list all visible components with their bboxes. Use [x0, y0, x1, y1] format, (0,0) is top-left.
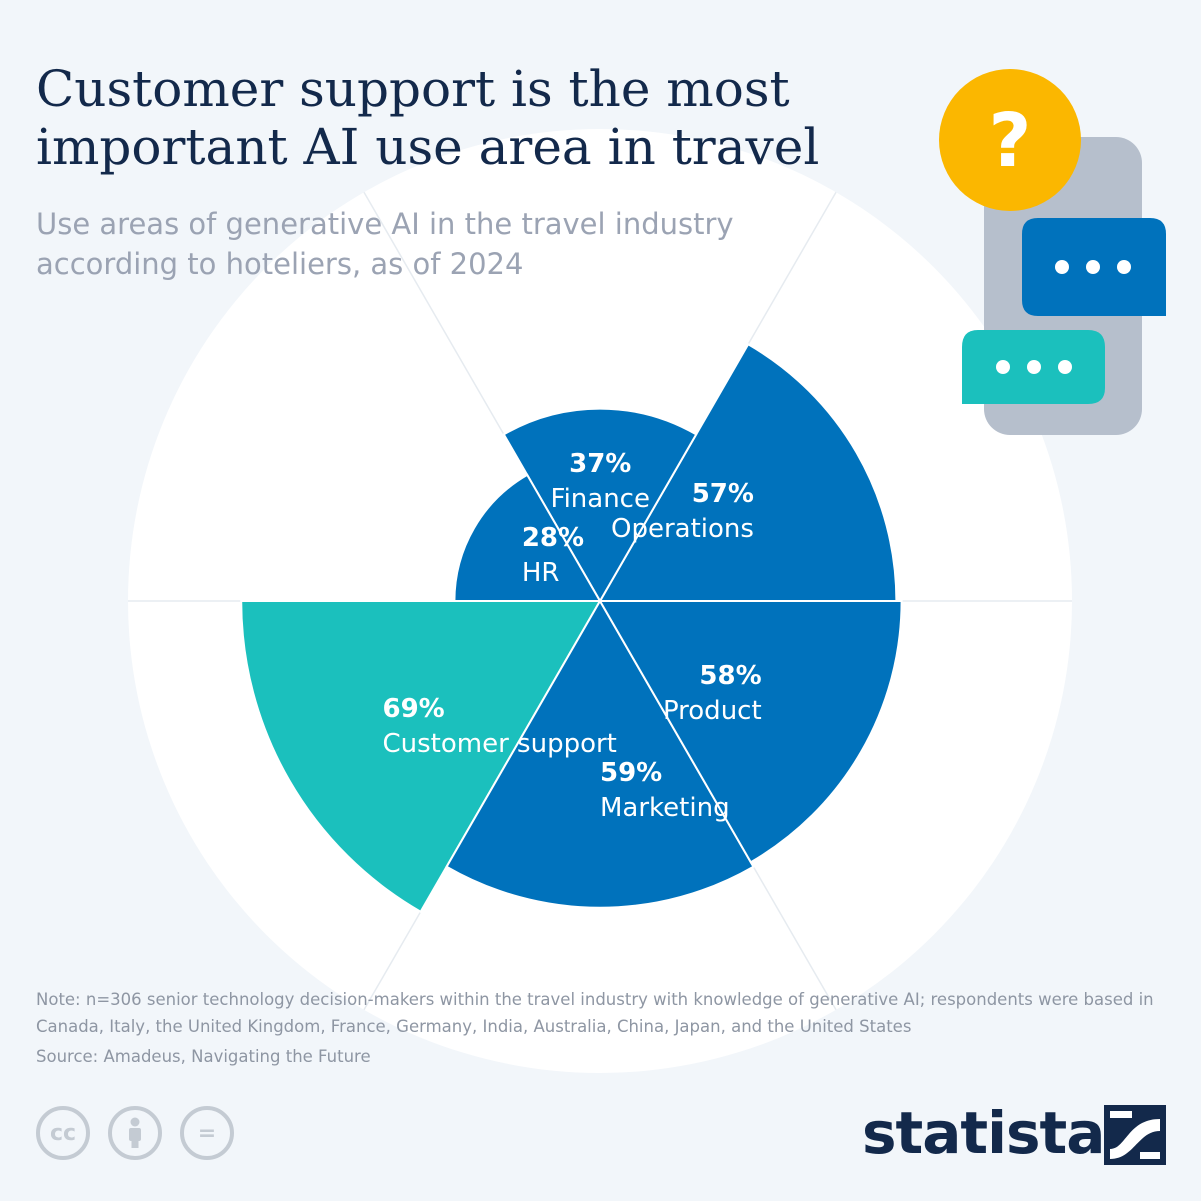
slice-value-label: 59% [600, 758, 663, 789]
slice-product [598, 600, 903, 864]
slice-category-label: Operations [611, 514, 754, 545]
no-derivatives-icon[interactable]: = [180, 1106, 234, 1160]
slice-value-label: 37% [569, 448, 632, 479]
slice-value-label: 57% [691, 479, 754, 510]
page-title: Customer support is the most important A… [36, 60, 820, 176]
cc-icon[interactable]: cc [36, 1106, 90, 1160]
blue-bubble-dot [1055, 260, 1069, 274]
teal-bubble-dot [1058, 360, 1072, 374]
slice-value-label: 58% [699, 661, 762, 692]
source-line: Source: Amadeus, Navigating the Future [36, 1047, 371, 1066]
slice-finance [502, 407, 698, 603]
footnote: Note: n=306 senior technology decision-m… [36, 990, 1154, 1036]
slice-hr [453, 473, 602, 602]
teal-bubble-dot [996, 360, 1010, 374]
question-mark-icon: ? [989, 98, 1032, 184]
slice-label: 28% HR [522, 521, 584, 591]
chat-illustration: ? [939, 69, 1166, 435]
slice-label: 37% Finance [551, 447, 650, 517]
slice-label: 58% Product [663, 659, 762, 729]
teal-bubble-dot [1027, 360, 1041, 374]
statista-logo-icon [1104, 1105, 1166, 1165]
attribution-icon[interactable] [108, 1106, 162, 1160]
slice-customer-support [240, 600, 602, 914]
slice-category-label: Product [662, 696, 762, 727]
slice-category-label: HR [521, 557, 560, 588]
slice-operations [598, 342, 898, 602]
slice-category-label: Customer support [382, 728, 617, 759]
slice-category-label: Marketing [600, 793, 730, 824]
question-bubble [939, 69, 1081, 211]
slice-marketing [445, 598, 755, 909]
statista-logo-text[interactable]: statista [862, 1099, 1105, 1167]
slice-label: 69% Customer support [382, 692, 616, 762]
slice-category-label: Finance [550, 483, 650, 514]
slice-label: 57% Operations [611, 477, 754, 547]
slice-label: 59% Marketing [600, 756, 730, 826]
chart-slices [240, 342, 903, 914]
slice-value-label: 69% [382, 693, 445, 724]
page-subtitle: Use areas of generative AI in the travel… [36, 207, 734, 281]
slice-value-label: 28% [521, 522, 585, 553]
blue-bubble-dot [1086, 260, 1100, 274]
blue-bubble-dot [1117, 260, 1131, 274]
